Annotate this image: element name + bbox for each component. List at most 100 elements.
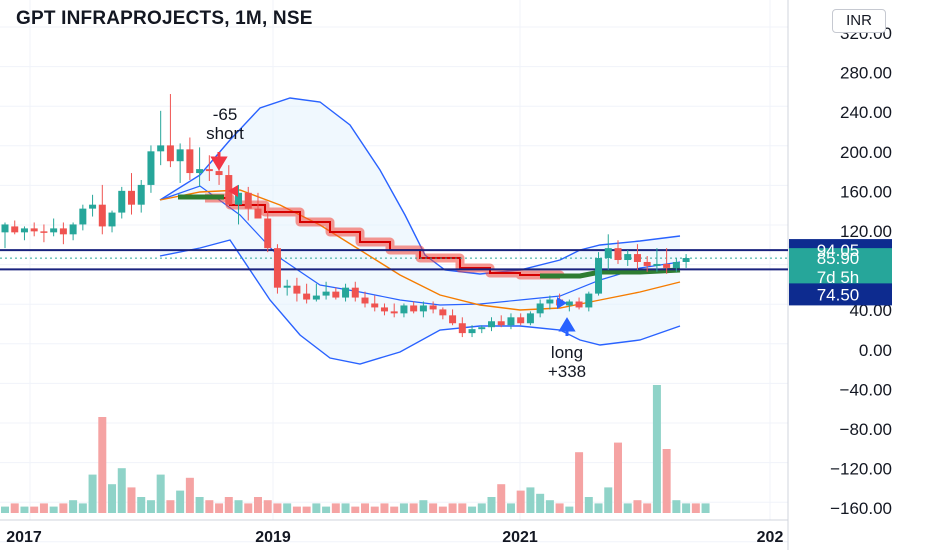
candle-body	[89, 204, 97, 209]
volume-bar	[594, 503, 603, 513]
candle-body	[11, 226, 19, 233]
volume-bar	[127, 487, 136, 513]
bar-countdown-label: 7d 5h	[817, 268, 860, 287]
candle-body	[419, 305, 427, 312]
candle-body	[371, 303, 379, 308]
volume-bar	[438, 506, 447, 513]
candle-body	[137, 184, 145, 205]
candle-body	[147, 151, 155, 185]
candle-body	[361, 297, 369, 304]
volume-bar	[351, 506, 360, 513]
volume-bar	[545, 500, 554, 513]
volume-bars	[1, 385, 710, 513]
candle-body	[546, 299, 554, 304]
volume-bar	[117, 468, 126, 513]
volume-bar	[253, 497, 262, 513]
candle-body	[478, 327, 486, 330]
volume-bar	[429, 503, 438, 513]
candle-body	[380, 307, 388, 312]
candle-body	[682, 258, 690, 262]
y-tick-label: 40.00	[849, 301, 892, 320]
volume-bar	[108, 484, 117, 513]
volume-bar	[662, 449, 671, 513]
candle-body	[614, 248, 622, 261]
candle-body	[312, 295, 320, 300]
x-tick-label: 2017	[6, 529, 42, 546]
volume-bar	[156, 474, 165, 513]
moving-average-line	[159, 189, 681, 311]
y-tick-label: 160.00	[840, 182, 892, 201]
candle-body	[633, 254, 641, 262]
candle-body	[293, 285, 301, 294]
volume-bar	[613, 442, 622, 513]
level-price-lower: 74.50	[817, 285, 860, 304]
candle-body	[244, 192, 252, 209]
candle-body	[1, 224, 9, 233]
candle-body	[497, 321, 505, 326]
y-tick-label: −80.00	[840, 420, 892, 439]
level-price-box-lower	[789, 283, 892, 306]
trailing-stop-red-line	[205, 197, 561, 276]
volume-bar	[263, 500, 272, 513]
candle-body	[176, 149, 184, 162]
volume-bar	[302, 506, 311, 513]
volume-bar	[341, 503, 350, 513]
candle-body	[98, 204, 106, 227]
y-tick-label: 240.00	[840, 103, 892, 122]
candle-body	[303, 293, 311, 300]
candle-body	[186, 149, 194, 174]
candle-body	[342, 287, 350, 298]
volume-bar	[88, 474, 97, 513]
volume-bar	[448, 503, 457, 513]
volume-bar	[565, 506, 574, 513]
candle-body	[322, 291, 330, 296]
chart-title: GPT INFRAPROJECTS, 1M, NSE	[16, 8, 313, 29]
volume-bar	[555, 503, 564, 513]
volume-bar	[672, 500, 681, 513]
candle-body	[30, 228, 38, 232]
bollinger-lower-line	[159, 239, 681, 365]
candle-body	[488, 321, 495, 328]
x-tick-label: 2021	[502, 529, 538, 546]
candle-body	[69, 224, 77, 235]
candle-body	[225, 175, 233, 205]
candle-body	[507, 317, 515, 326]
candle-body	[468, 329, 476, 334]
volume-bar	[292, 506, 301, 513]
candle-body	[196, 169, 204, 174]
level-price-upper: 94.05	[817, 241, 860, 260]
candle-body	[332, 291, 340, 298]
volume-bar	[419, 500, 428, 513]
volume-bar	[312, 503, 321, 513]
candle-body	[20, 228, 28, 233]
volume-bar	[643, 503, 652, 513]
candle-body	[663, 263, 671, 268]
candle-body	[215, 171, 223, 176]
long-entry-marker	[557, 297, 567, 309]
candle-body	[449, 315, 457, 324]
long-label: long	[551, 343, 583, 362]
candle-body	[108, 212, 116, 227]
y-tick-label: 280.00	[840, 64, 892, 83]
candle-body	[575, 301, 583, 308]
x-tick-label: 2019	[255, 529, 291, 546]
volume-bar	[399, 503, 408, 513]
currency-button[interactable]: INR	[832, 9, 886, 33]
volume-bar	[166, 500, 175, 513]
candle-body	[50, 228, 58, 233]
candle-body	[439, 309, 447, 316]
long-value-label: +338	[548, 362, 586, 381]
volume-bar	[682, 503, 691, 513]
candle-body	[429, 305, 437, 310]
volume-bar	[10, 503, 19, 513]
candle-body	[273, 248, 281, 288]
long-arrow-icon	[558, 317, 576, 336]
candle-body	[410, 305, 418, 312]
short-label: short	[206, 124, 244, 143]
candle-body	[40, 231, 48, 233]
volume-bar	[516, 490, 525, 513]
volume-bar	[176, 490, 185, 513]
y-tick-label: −160.00	[830, 499, 892, 518]
